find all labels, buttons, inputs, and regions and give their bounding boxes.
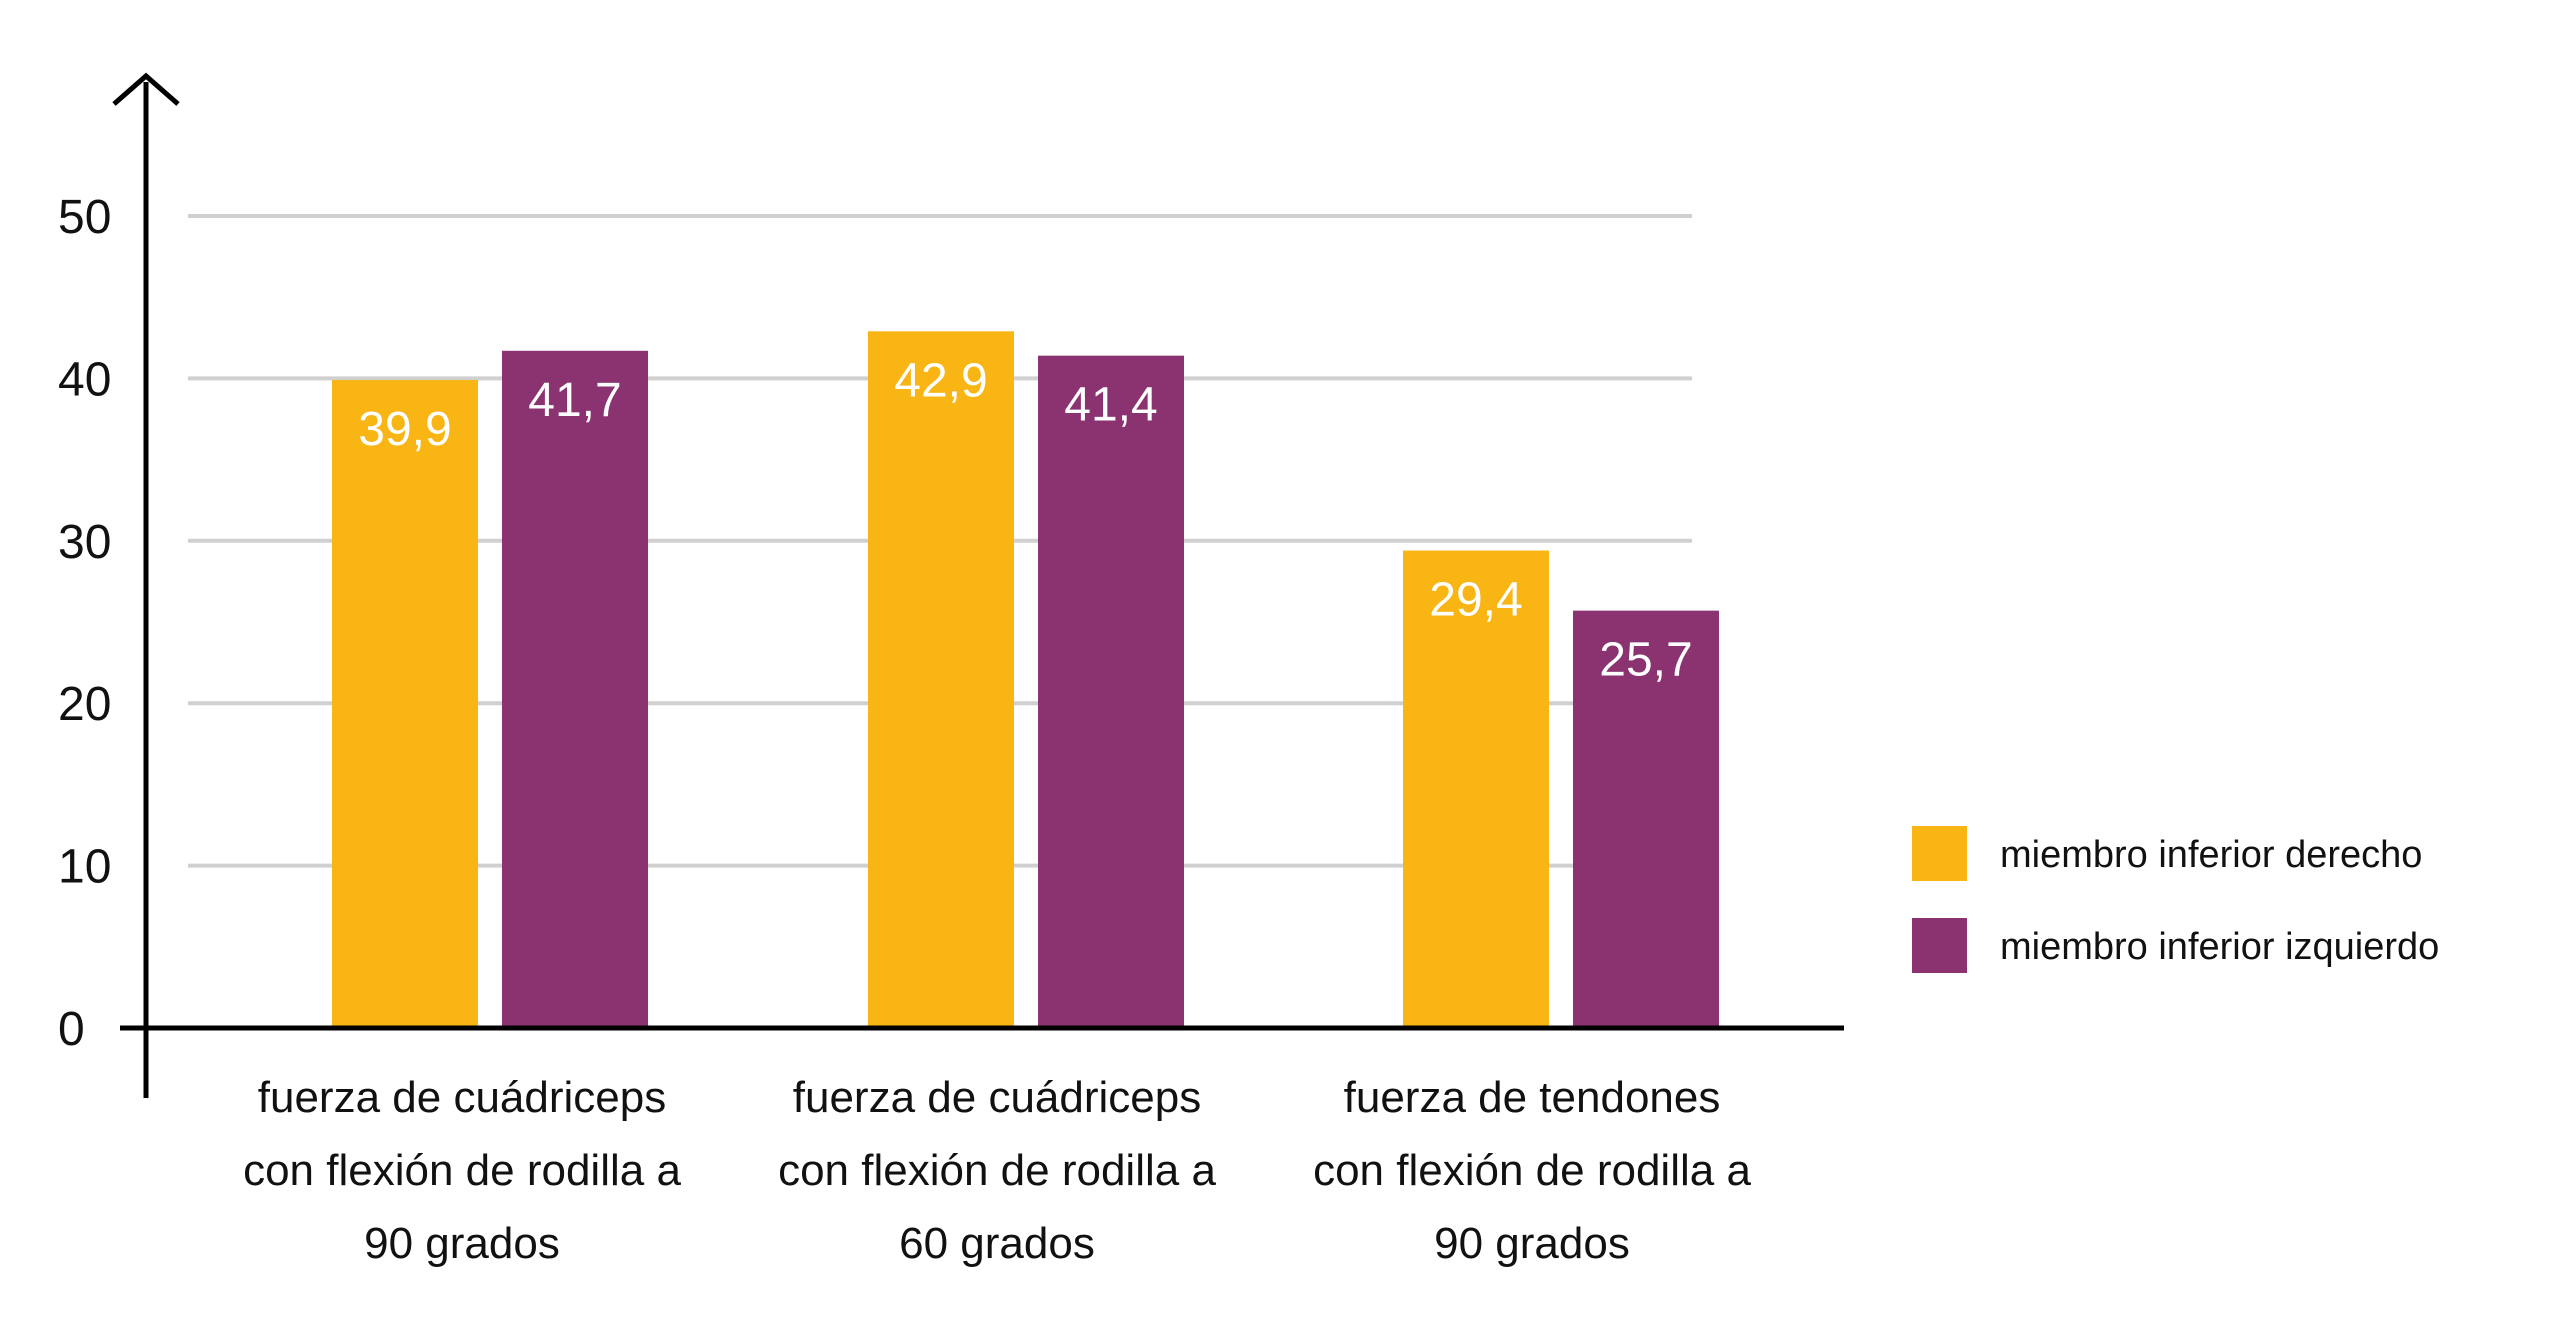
- axes: [112, 72, 1844, 1098]
- data-label-series1-cat2: 25,7: [1599, 634, 1692, 687]
- data-label-series1-cat1: 41,4: [1064, 379, 1157, 432]
- x-category-label-0-line-0: fuerza de cuádriceps: [258, 1073, 666, 1122]
- legend-swatch-1: [1912, 918, 1967, 973]
- legend-swatch-0: [1912, 826, 1967, 881]
- x-category-label-1-line-1: con flexión de rodilla a: [778, 1146, 1216, 1195]
- legend-label-0: miembro inferior derecho: [2000, 834, 2422, 876]
- bar-series1-cat2: [1573, 610, 1719, 1028]
- x-category-label-1-line-2: 60 grados: [899, 1219, 1095, 1268]
- bars: [332, 331, 1719, 1029]
- y-tick-label-20: 20: [58, 678, 111, 731]
- y-tick-label-40: 40: [58, 353, 111, 406]
- bar-series0-cat1: [868, 331, 1014, 1029]
- bar-series1-cat0: [502, 350, 648, 1028]
- bar-series1-cat1: [1038, 355, 1184, 1028]
- y-axis-arrow-icon: [112, 72, 180, 106]
- x-category-label-0-line-2: 90 grados: [364, 1219, 560, 1268]
- x-category-label-2-line-1: con flexión de rodilla a: [1313, 1146, 1751, 1195]
- data-label-series0-cat0: 39,9: [358, 403, 451, 456]
- category-labels: fuerza de cuádriceps con flexión de rodil…: [243, 1073, 1751, 1268]
- y-axis-ticks: 0 10 20 30 40 50: [58, 191, 111, 1056]
- bar-series0-cat0: [332, 380, 478, 1028]
- data-label-series0-cat2: 29,4: [1429, 574, 1522, 627]
- x-category-label-1-line-0: fuerza de cuádriceps: [793, 1073, 1201, 1122]
- x-category-label-0-line-1: con flexión de rodilla a: [243, 1146, 681, 1195]
- y-tick-label-50: 50: [58, 191, 111, 244]
- value-labels: 39,9 42,9 29,4 41,7 41,4 25,7: [358, 354, 1692, 686]
- x-category-label-2-line-2: 90 grados: [1434, 1219, 1630, 1268]
- y-tick-label-10: 10: [58, 841, 111, 894]
- legend-label-1: miembro inferior izquierdo: [2000, 926, 2439, 968]
- y-tick-label-30: 30: [58, 516, 111, 569]
- data-label-series1-cat0: 41,7: [528, 374, 621, 427]
- x-category-label-2-line-0: fuerza de tendones: [1344, 1073, 1721, 1122]
- legend: miembro inferior derecho miembro inferior…: [1912, 826, 2439, 973]
- bar-series0-cat2: [1403, 550, 1549, 1028]
- data-label-series0-cat1: 42,9: [894, 354, 987, 407]
- y-tick-label-0: 0: [58, 1003, 85, 1056]
